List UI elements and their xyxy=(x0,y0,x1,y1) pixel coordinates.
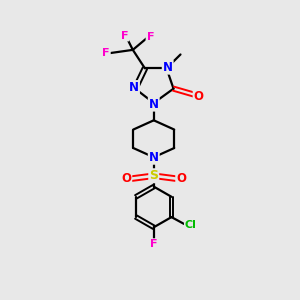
Text: O: O xyxy=(194,90,204,103)
Text: F: F xyxy=(102,48,110,58)
Text: F: F xyxy=(121,31,128,40)
Text: N: N xyxy=(149,98,159,111)
Text: F: F xyxy=(146,32,154,42)
Text: Cl: Cl xyxy=(185,220,197,230)
Text: N: N xyxy=(163,61,173,74)
Text: N: N xyxy=(149,151,159,164)
Text: N: N xyxy=(129,81,139,94)
Text: S: S xyxy=(149,169,158,182)
Text: O: O xyxy=(176,172,186,185)
Text: O: O xyxy=(121,172,131,185)
Text: F: F xyxy=(150,239,158,249)
